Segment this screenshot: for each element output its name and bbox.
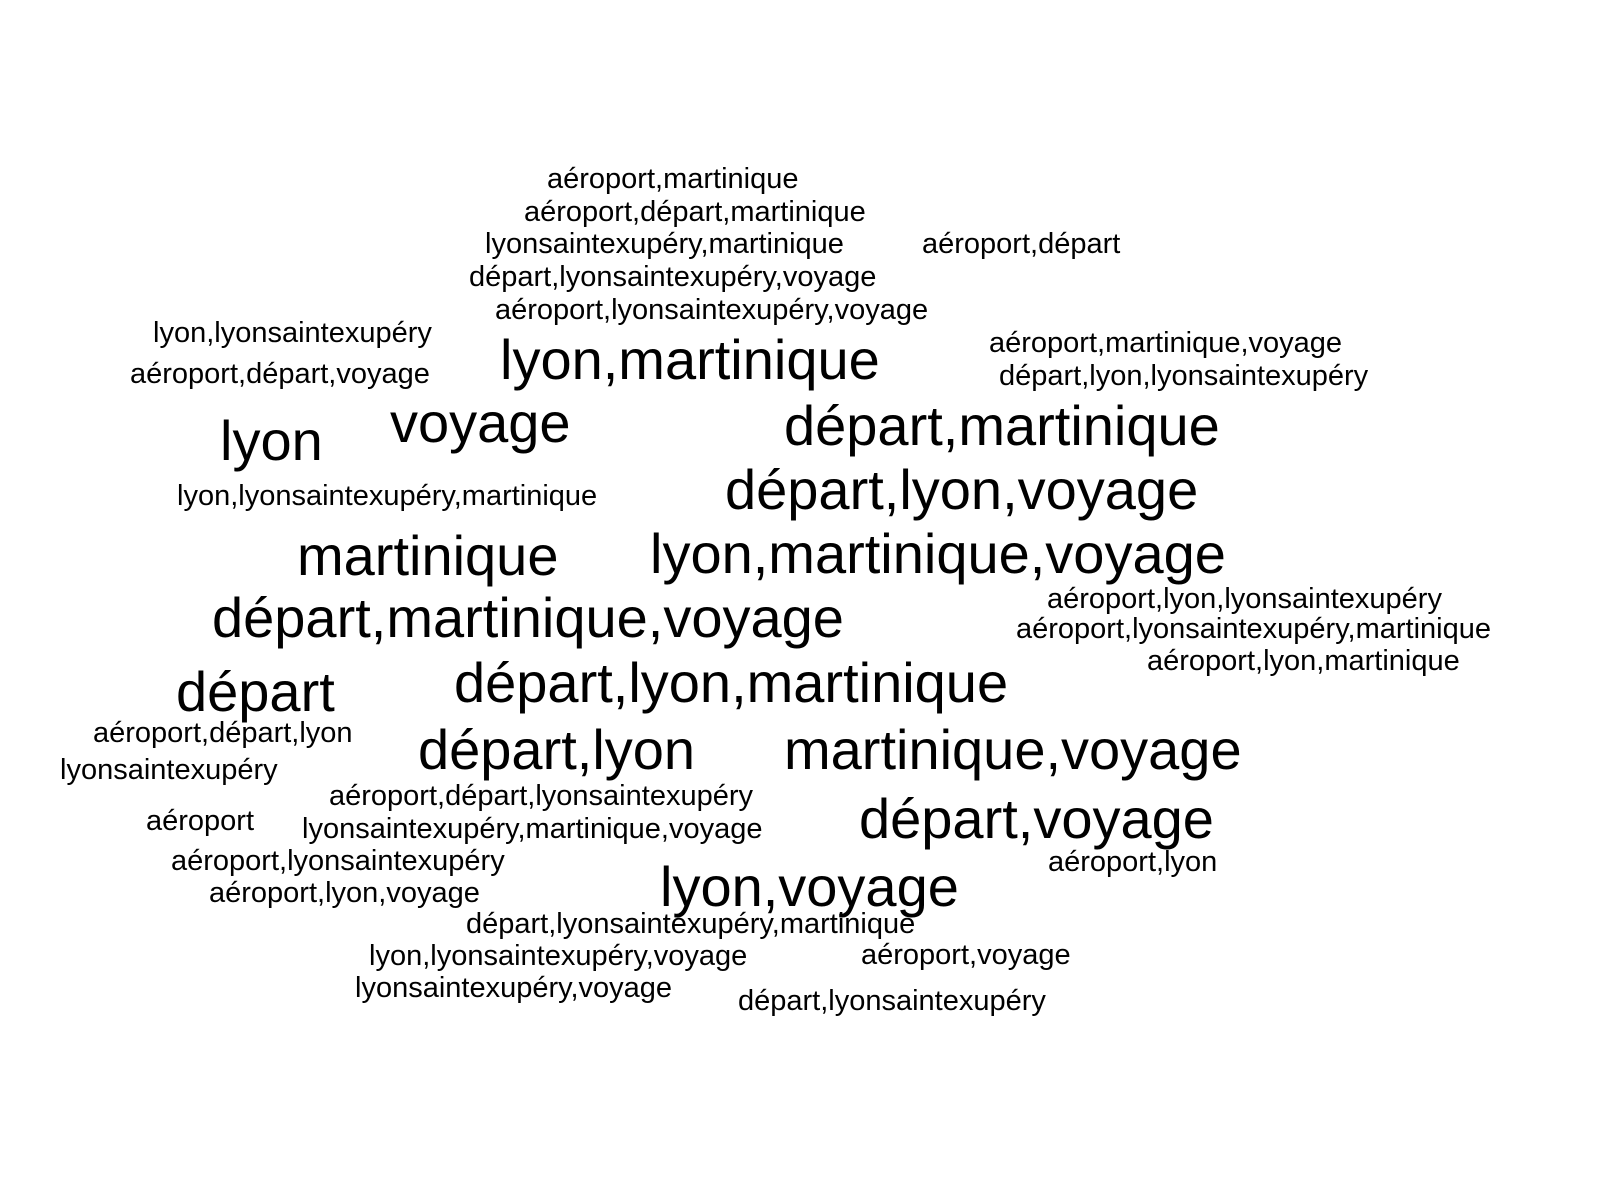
word-lyonsaintexupery: lyonsaintexupéry bbox=[60, 754, 278, 786]
word-aeroport: aéroport bbox=[146, 805, 255, 837]
word-depart-lyon-voyage: départ,lyon,voyage bbox=[725, 458, 1199, 521]
word-aeroport-lyonsaintexupery-voyage: aéroport,lyonsaintexupéry,voyage bbox=[495, 294, 929, 326]
word-aeroport-lyonsaintexupery-martinique: aéroport,lyonsaintexupéry,martinique bbox=[1016, 613, 1492, 645]
word-depart: départ bbox=[176, 660, 335, 723]
word-lyon-lyonsaintexupery: lyon,lyonsaintexupéry bbox=[153, 317, 432, 349]
word-lyon-lyonsaintexupery-voyage: lyon,lyonsaintexupéry,voyage bbox=[369, 940, 748, 972]
word-aeroport-lyon-martinique: aéroport,lyon,martinique bbox=[1147, 645, 1460, 677]
word-lyon: lyon bbox=[220, 409, 323, 472]
word-martinique-voyage: martinique,voyage bbox=[784, 718, 1242, 781]
word-aeroport-lyon-lyonsaintexupery: aéroport,lyon,lyonsaintexupéry bbox=[1047, 583, 1442, 615]
word-aeroport-lyon-voyage: aéroport,lyon,voyage bbox=[209, 877, 480, 909]
word-aeroport-depart-lyonsaintexupery: aéroport,départ,lyonsaintexupéry bbox=[329, 780, 753, 812]
word-aeroport-lyonsaintexupery: aéroport,lyonsaintexupéry bbox=[171, 845, 505, 877]
word-depart-martinique: départ,martinique bbox=[784, 394, 1220, 457]
word-aeroport-depart-voyage: aéroport,départ,voyage bbox=[130, 358, 430, 390]
word-depart-voyage: départ,voyage bbox=[859, 787, 1214, 850]
word-lyonsaintexupery-martinique-voyage: lyonsaintexupéry,martinique,voyage bbox=[302, 813, 763, 845]
word-aeroport-depart-lyon: aéroport,départ,lyon bbox=[93, 717, 353, 749]
word-depart-lyonsaintexupery: départ,lyonsaintexupéry bbox=[738, 985, 1046, 1017]
word-voyage: voyage bbox=[390, 391, 571, 454]
word-lyon-lyonsaintexupery-martinique: lyon,lyonsaintexupéry,martinique bbox=[177, 480, 598, 512]
word-lyon-martinique: lyon,martinique bbox=[500, 328, 880, 391]
word-lyonsaintexupery-voyage: lyonsaintexupéry,voyage bbox=[355, 972, 673, 1004]
word-aeroport-voyage: aéroport,voyage bbox=[861, 939, 1071, 971]
word-lyon-voyage: lyon,voyage bbox=[660, 855, 959, 918]
word-martinique: martinique bbox=[297, 524, 559, 587]
word-aeroport-martinique-voyage: aéroport,martinique,voyage bbox=[989, 327, 1343, 359]
word-depart-lyonsaintexupery-martinique: départ,lyonsaintexupéry,martinique bbox=[466, 908, 916, 940]
word-depart-lyon-lyonsaintexupery: départ,lyon,lyonsaintexupéry bbox=[999, 360, 1369, 392]
word-depart-lyonsaintexupery-voyage: départ,lyonsaintexupéry,voyage bbox=[469, 261, 877, 293]
word-lyonsaintexupery-martinique: lyonsaintexupéry,martinique bbox=[485, 228, 844, 260]
word-aeroport-depart: aéroport,départ bbox=[922, 228, 1121, 260]
word-depart-lyon-martinique: départ,lyon,martinique bbox=[454, 651, 1009, 714]
word-aeroport-martinique: aéroport,martinique bbox=[547, 163, 799, 195]
word-aeroport-depart-martinique: aéroport,départ,martinique bbox=[524, 196, 866, 228]
word-depart-lyon: départ,lyon bbox=[418, 718, 696, 781]
word-aeroport-lyon: aéroport,lyon bbox=[1048, 846, 1218, 878]
word-lyon-martinique-voyage: lyon,martinique,voyage bbox=[650, 522, 1226, 585]
word-depart-martinique-voyage: départ,martinique,voyage bbox=[212, 586, 844, 649]
